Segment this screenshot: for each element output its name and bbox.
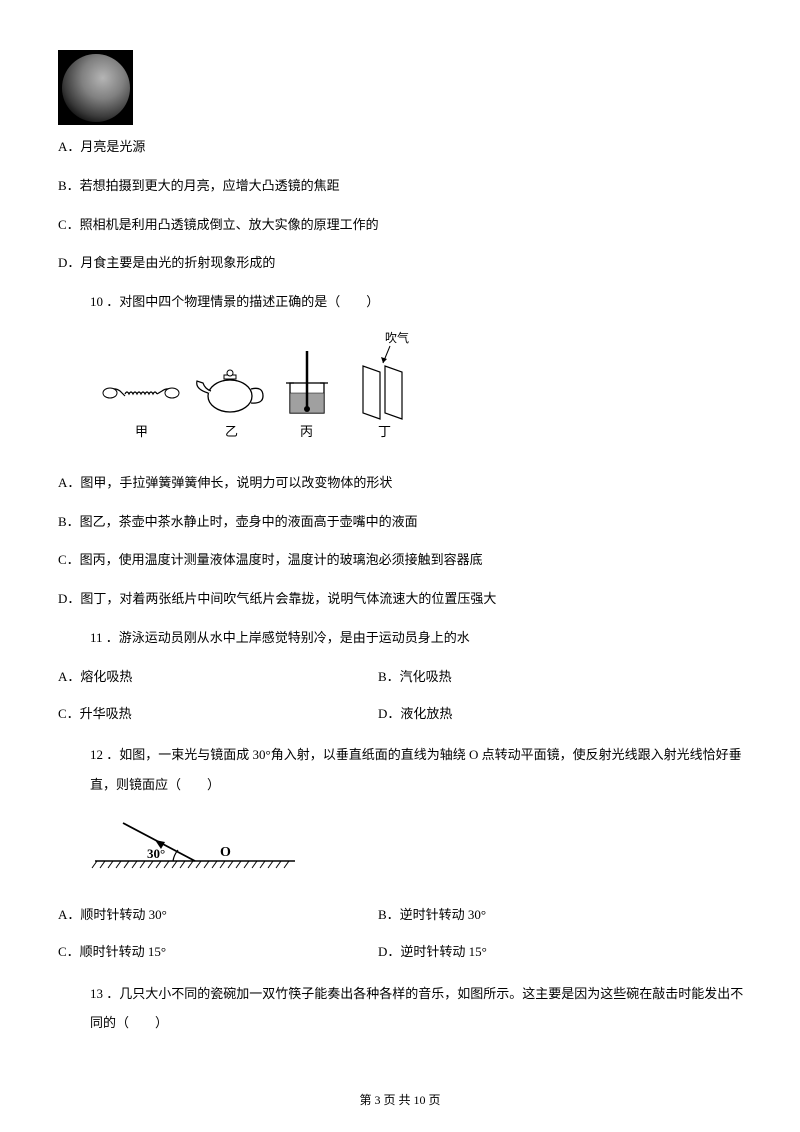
moon-shape — [62, 54, 130, 122]
q10-option-a: A．图甲，手拉弹簧弹簧伸长，说明力可以改变物体的形状 — [58, 473, 745, 494]
q10-option-d: D．图丁，对着两张纸片中间吹气纸片会靠拢，说明气体流速大的位置压强大 — [58, 589, 745, 610]
q12-option-a: A．顺时针转动 30° — [58, 905, 378, 926]
q10-stem: 10 ．对图中四个物理情景的描述正确的是（ ） — [90, 292, 745, 313]
label-c: 丙 — [300, 424, 313, 439]
q12-option-c: C．顺时针转动 15° — [58, 942, 378, 963]
q12-diagram: 30° O — [85, 818, 745, 885]
spring-hands-icon — [103, 388, 179, 398]
angle-label: 30° — [147, 846, 165, 861]
paper-sheets-icon — [363, 366, 402, 419]
q9-option-d: D．月食主要是由光的折射现象形成的 — [58, 253, 745, 274]
label-d: 丁 — [378, 424, 391, 439]
blow-label: 吹气 — [385, 331, 409, 345]
page-footer: 第 3 页 共 10 页 — [0, 1091, 800, 1110]
teapot-icon — [197, 370, 263, 412]
q10-option-b: B．图乙，茶壶中茶水静止时，壶身中的液面高于壶嘴中的液面 — [58, 512, 745, 533]
q10-diagram: 吹气 — [85, 331, 745, 453]
q13-stem: 13 ．几只大小不同的瓷碗加一双竹筷子能奏出各种各样的音乐，如图所示。这主要是因… — [90, 979, 745, 1039]
moon-photo — [58, 50, 133, 125]
q11-stem: 11 ．游泳运动员刚从水中上岸感觉特别冷，是由于运动员身上的水 — [90, 628, 745, 649]
point-o-label: O — [220, 845, 231, 860]
q11-option-b: B．汽化吸热 — [378, 667, 452, 688]
q10-svg: 吹气 — [85, 331, 425, 446]
q11-option-a: A．熔化吸热 — [58, 667, 378, 688]
q12-option-d: D．逆时针转动 15° — [378, 942, 487, 963]
q10-option-c: C．图丙，使用温度计测量液体温度时，温度计的玻璃泡必须接触到容器底 — [58, 550, 745, 571]
label-b: 乙 — [225, 424, 238, 439]
thermometer-icon — [286, 351, 328, 413]
q12-option-b: B．逆时针转动 30° — [378, 905, 486, 926]
q9-option-c: C．照相机是利用凸透镜成倒立、放大实像的原理工作的 — [58, 215, 745, 236]
q11-option-c: C．升华吸热 — [58, 704, 378, 725]
label-a: 甲 — [135, 424, 148, 439]
q9-option-a: A．月亮是光源 — [58, 137, 745, 158]
q11-option-d: D．液化放热 — [378, 704, 452, 725]
q12-svg: 30° O — [85, 818, 305, 878]
q9-option-b: B．若想拍摄到更大的月亮，应增大凸透镜的焦距 — [58, 176, 745, 197]
q12-stem: 12 ．如图，一束光与镜面成 30°角入射，以垂直纸面的直线为轴绕 O 点转动平… — [90, 740, 745, 800]
